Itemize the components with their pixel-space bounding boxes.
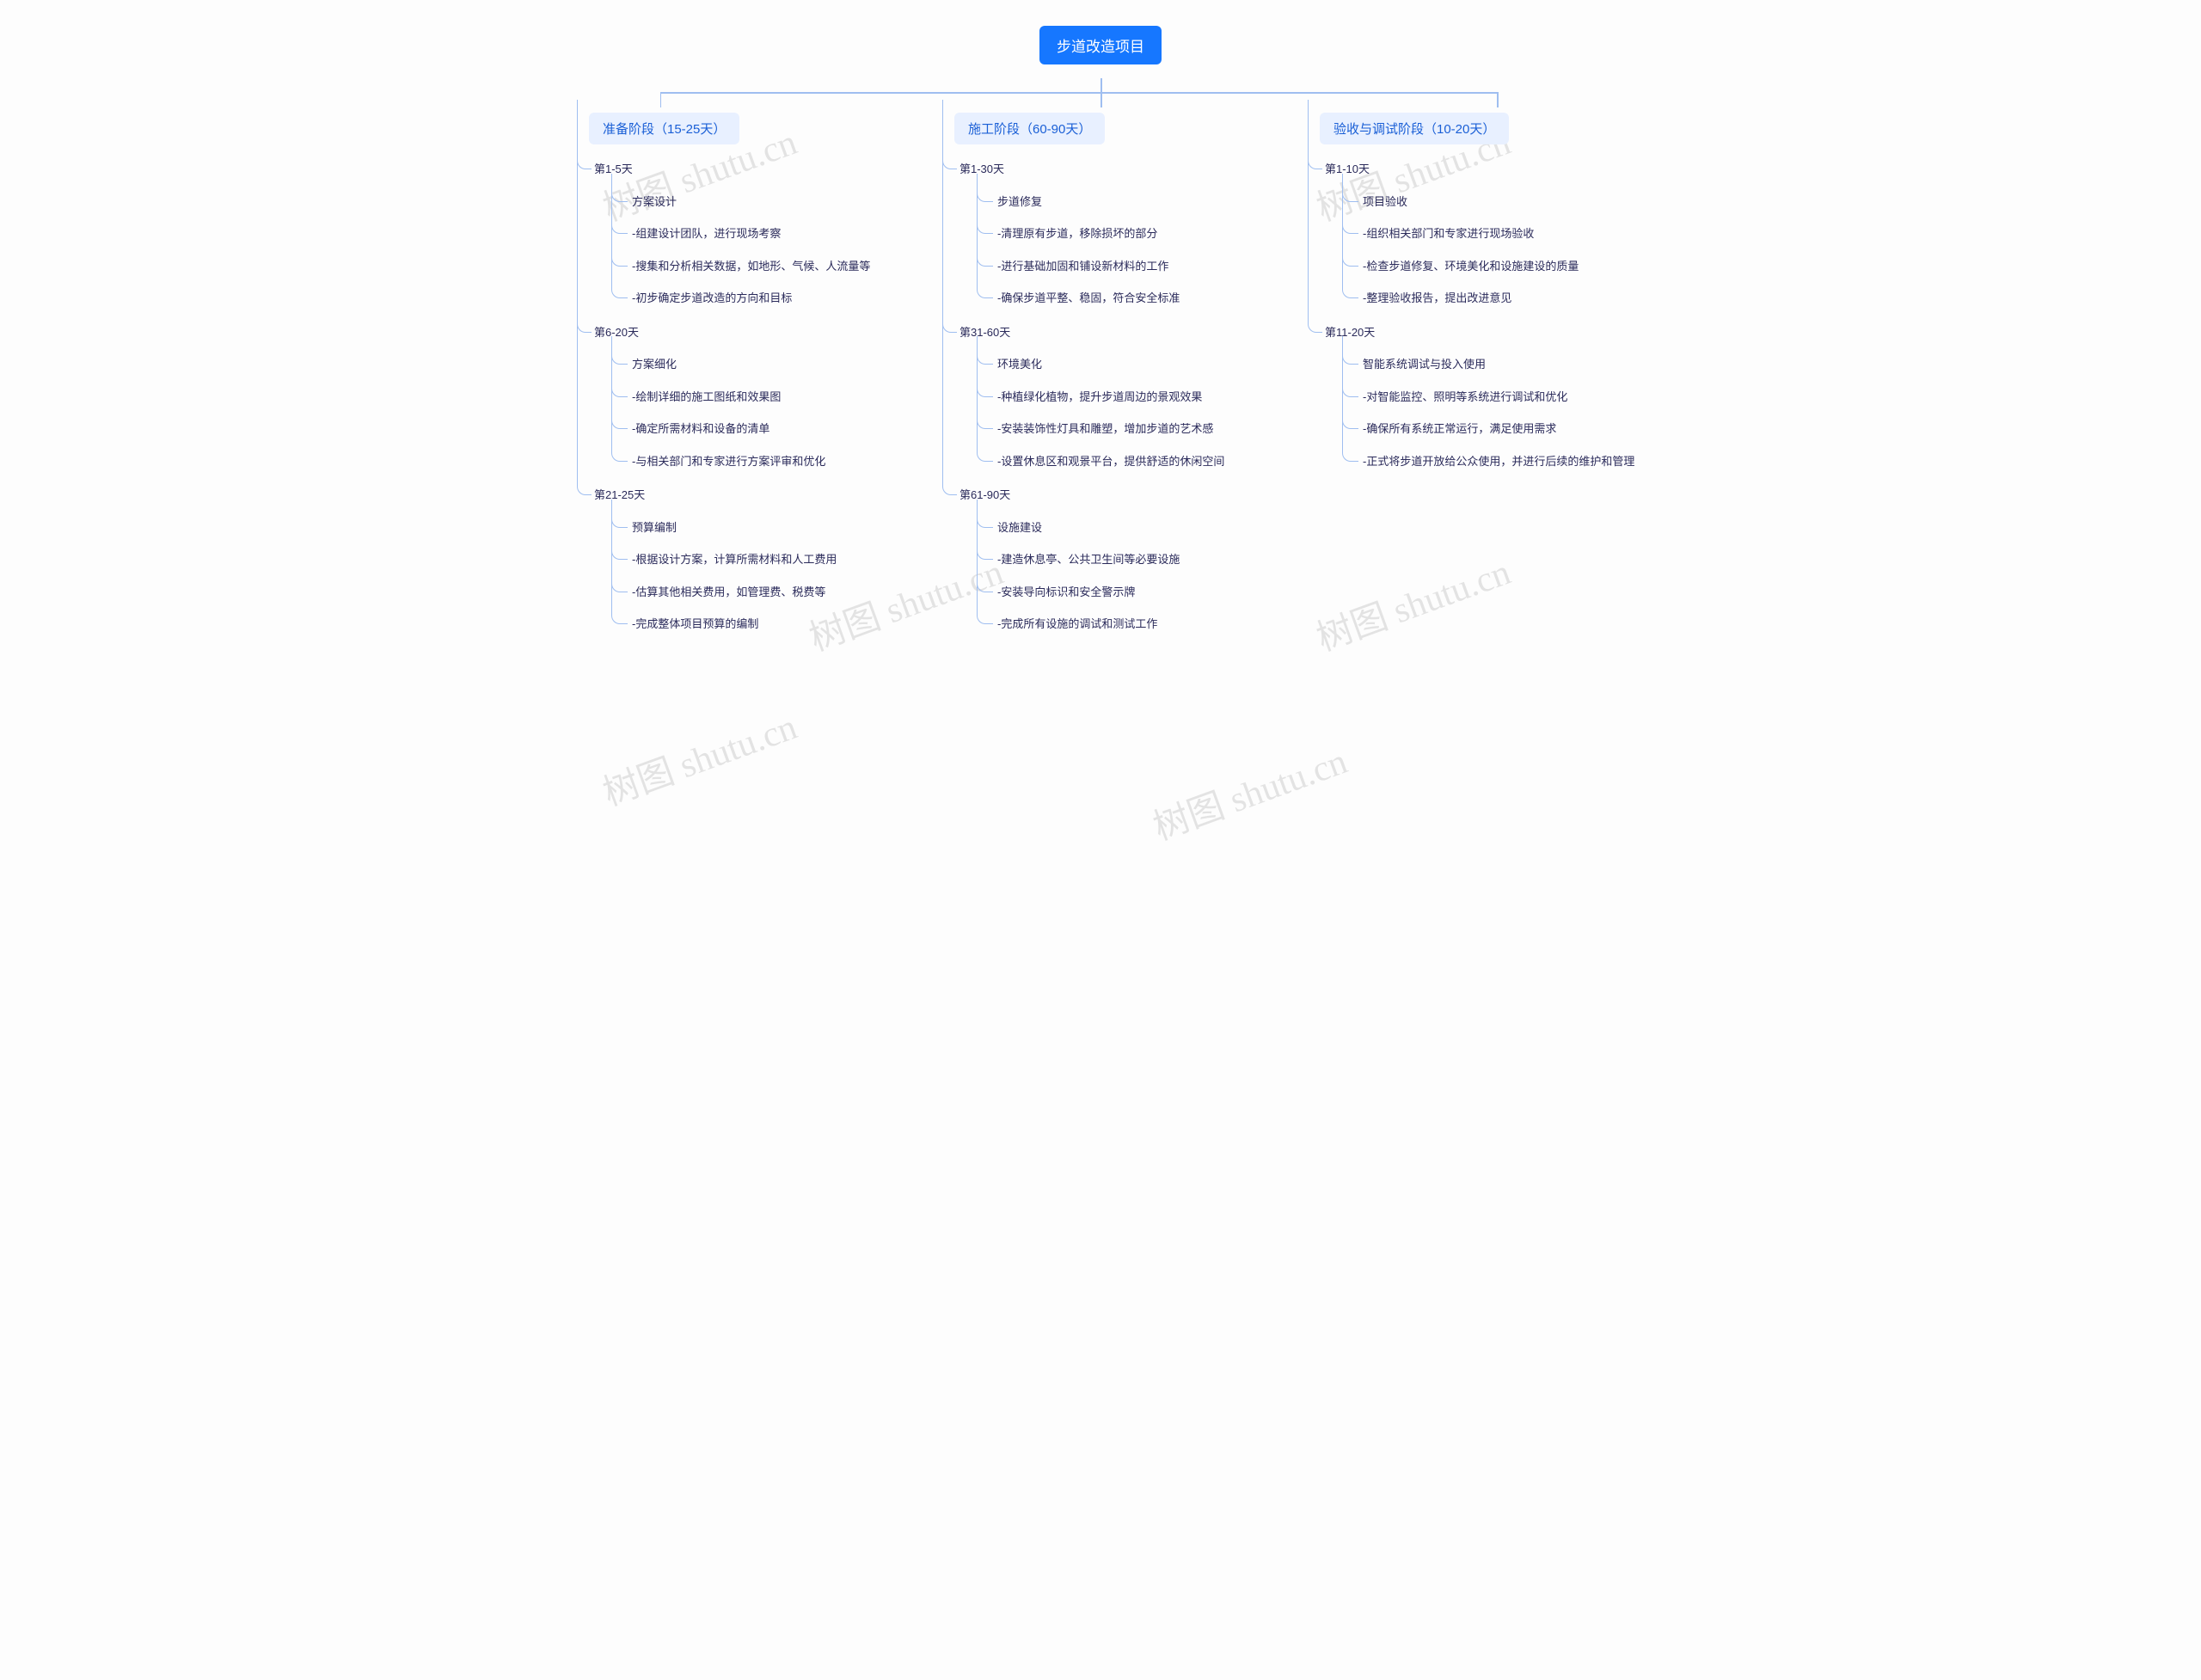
leaf-node[interactable]: -组织相关部门和专家进行现场验收 [1363,224,1638,243]
root-node[interactable]: 步道改造项目 [1039,26,1162,64]
leaf-node[interactable]: -进行基础加固和铺设新材料的工作 [997,257,1272,276]
leaf-node[interactable]: -清理原有步道，移除损坏的部分 [997,224,1272,243]
leaf-node[interactable]: 智能系统调试与投入使用 [1363,355,1638,374]
phase-node[interactable]: 准备阶段（15-25天） [589,113,739,144]
leaf-node[interactable]: -对智能监控、照明等系统进行调试和优化 [1363,388,1638,407]
leaf-node[interactable]: -组建设计团队，进行现场考察 [632,224,907,243]
leaf-node[interactable]: -种植绿化植物，提升步道周边的景观效果 [997,388,1272,407]
leaf-node[interactable]: -根据设计方案，计算所需材料和人工费用 [632,550,907,569]
leaf-node[interactable]: -绘制详细的施工图纸和效果图 [632,388,907,407]
phase-column: 施工阶段（60-90天） 第1-30天 步道修复 -清理原有步道，移除损坏的部分… [929,113,1272,649]
leaf-node[interactable]: 方案细化 [632,355,907,374]
group-label[interactable]: 第21-25天 [594,486,907,505]
phase-node[interactable]: 施工阶段（60-90天） [954,113,1105,144]
leaf-node[interactable]: -初步确定步道改造的方向和目标 [632,289,907,308]
mindmap-canvas: 树图 shutu.cn 树图 shutu.cn 树图 shutu.cn 树图 s… [563,26,1638,649]
group-label[interactable]: 第1-30天 [959,160,1272,179]
leaf-node[interactable]: 环境美化 [997,355,1272,374]
leaf-node[interactable]: -确定所需材料和设备的清单 [632,420,907,438]
leaf-node[interactable]: -正式将步道开放给公众使用，并进行后续的维护和管理 [1363,452,1638,471]
leaf-node[interactable]: 设施建设 [997,518,1272,537]
watermark: 树图 shutu.cn [1145,733,1353,851]
leaf-node[interactable]: -确保所有系统正常运行，满足使用需求 [1363,420,1638,438]
leaf-node[interactable]: -检查步道修复、环境美化和设施建设的质量 [1363,257,1638,276]
leaf-node[interactable]: -建造休息亭、公共卫生间等必要设施 [997,550,1272,569]
leaf-node[interactable]: -搜集和分析相关数据，如地形、气候、人流量等 [632,257,907,276]
leaf-node[interactable]: 方案设计 [632,193,907,212]
leaf-node[interactable]: -安装导向标识和安全警示牌 [997,583,1272,602]
group-label[interactable]: 第11-20天 [1325,323,1638,342]
leaf-node[interactable]: -完成整体项目预算的编制 [632,615,907,634]
leaf-node[interactable]: 步道修复 [997,193,1272,212]
group-label[interactable]: 第31-60天 [959,323,1272,342]
leaf-node[interactable]: -完成所有设施的调试和测试工作 [997,615,1272,634]
root-connector [563,82,1638,107]
phase-column: 准备阶段（15-25天） 第1-5天 方案设计 -组建设计团队，进行现场考察 -… [563,113,907,649]
leaf-node[interactable]: 项目验收 [1363,193,1638,212]
leaf-node[interactable]: -整理验收报告，提出改进意见 [1363,289,1638,308]
leaf-node[interactable]: -确保步道平整、稳固，符合安全标准 [997,289,1272,308]
group-label[interactable]: 第1-10天 [1325,160,1638,179]
leaf-node[interactable]: 预算编制 [632,518,907,537]
phase-node[interactable]: 验收与调试阶段（10-20天） [1320,113,1509,144]
leaf-node[interactable]: -与相关部门和专家进行方案评审和优化 [632,452,907,471]
leaf-node[interactable]: -设置休息区和观景平台，提供舒适的休闲空间 [997,452,1272,471]
leaf-node[interactable]: -估算其他相关费用，如管理费、税费等 [632,583,907,602]
phase-column: 验收与调试阶段（10-20天） 第1-10天 项目验收 -组织相关部门和专家进行… [1294,113,1638,486]
group-label[interactable]: 第61-90天 [959,486,1272,505]
watermark: 树图 shutu.cn [595,698,803,817]
group-label[interactable]: 第6-20天 [594,323,907,342]
leaf-node[interactable]: -安装装饰性灯具和雕塑，增加步道的艺术感 [997,420,1272,438]
group-label[interactable]: 第1-5天 [594,160,907,179]
